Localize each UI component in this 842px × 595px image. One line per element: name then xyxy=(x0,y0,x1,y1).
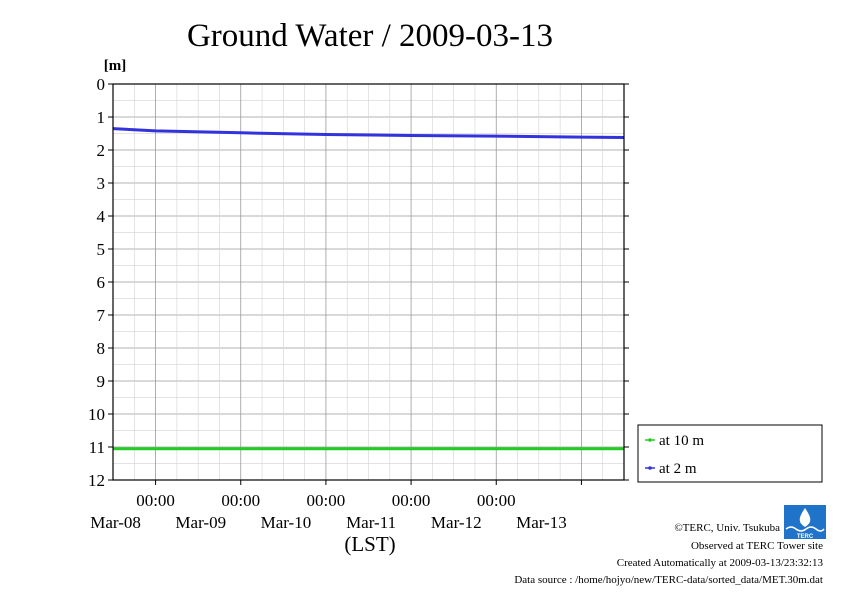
x-tick-time-label: 00:00 xyxy=(307,491,346,510)
x-tick-time-label: 00:00 xyxy=(221,491,260,510)
chart-title: Ground Water / 2009-03-13 xyxy=(187,18,553,54)
series-lines xyxy=(112,127,625,451)
y-tick-label: 2 xyxy=(97,141,106,160)
x-tick-time-label: 00:00 xyxy=(477,491,516,510)
x-tick-date-label: Mar-11 xyxy=(346,513,396,532)
logo-wave-shape xyxy=(785,526,825,532)
x-tick-date-label: Mar-09 xyxy=(175,513,226,532)
x-tick-date-label: Mar-13 xyxy=(516,513,567,532)
y-tick-label: 11 xyxy=(89,438,105,457)
y-tick-label: 7 xyxy=(97,306,106,325)
credit-copyright: ©TERC, Univ. Tsukuba xyxy=(674,522,780,534)
credit-source: Data source : /home/hojyo/new/TERC-data/… xyxy=(514,574,823,586)
legend-swatch-marker xyxy=(648,438,652,442)
y-tick-label: 9 xyxy=(97,372,106,391)
x-tick-date-label: Mar-10 xyxy=(261,513,312,532)
y-tick-label: 4 xyxy=(97,207,106,226)
y-tick-label: 8 xyxy=(97,339,106,358)
x-axis-label: (LST) xyxy=(344,532,395,556)
credit-created: Created Automatically at 2009-03-13/23:3… xyxy=(617,557,824,569)
y-tick-label: 6 xyxy=(97,273,106,292)
x-tick-time-label: 00:00 xyxy=(392,491,431,510)
y-tick-label: 1 xyxy=(97,108,106,127)
legend-box xyxy=(637,424,823,483)
series-line-2 xyxy=(112,127,625,139)
logo-text: TERC xyxy=(797,534,814,540)
y-tick-label: 5 xyxy=(97,240,106,259)
axis-ticks xyxy=(108,83,629,485)
y-tick-label: 10 xyxy=(88,405,105,424)
legend-swatch-marker xyxy=(648,466,652,470)
legend-label: at 10 m xyxy=(659,433,704,449)
x-tick-date-label: Mar-08 xyxy=(90,513,141,532)
x-tick-date-label: Mar-12 xyxy=(431,513,482,532)
x-tick-time-label: 00:00 xyxy=(136,491,175,510)
logo-drop-shape xyxy=(799,508,811,527)
y-tick-label: 12 xyxy=(88,471,105,490)
credit-observed: Observed at TERC Tower site xyxy=(691,540,823,552)
y-tick-label: 3 xyxy=(97,174,106,193)
grid-lines xyxy=(113,84,624,480)
terc-logo-icon: TERC xyxy=(784,505,826,540)
y-tick-label: 0 xyxy=(97,75,106,94)
legend: at 10 m at 2 m xyxy=(637,424,823,483)
y-axis-unit-label: [m] xyxy=(104,58,127,74)
x-tick-labels: 00:00Mar-0800:00Mar-0900:00Mar-1000:00Ma… xyxy=(90,491,566,532)
legend-label: at 2 m xyxy=(659,461,697,477)
